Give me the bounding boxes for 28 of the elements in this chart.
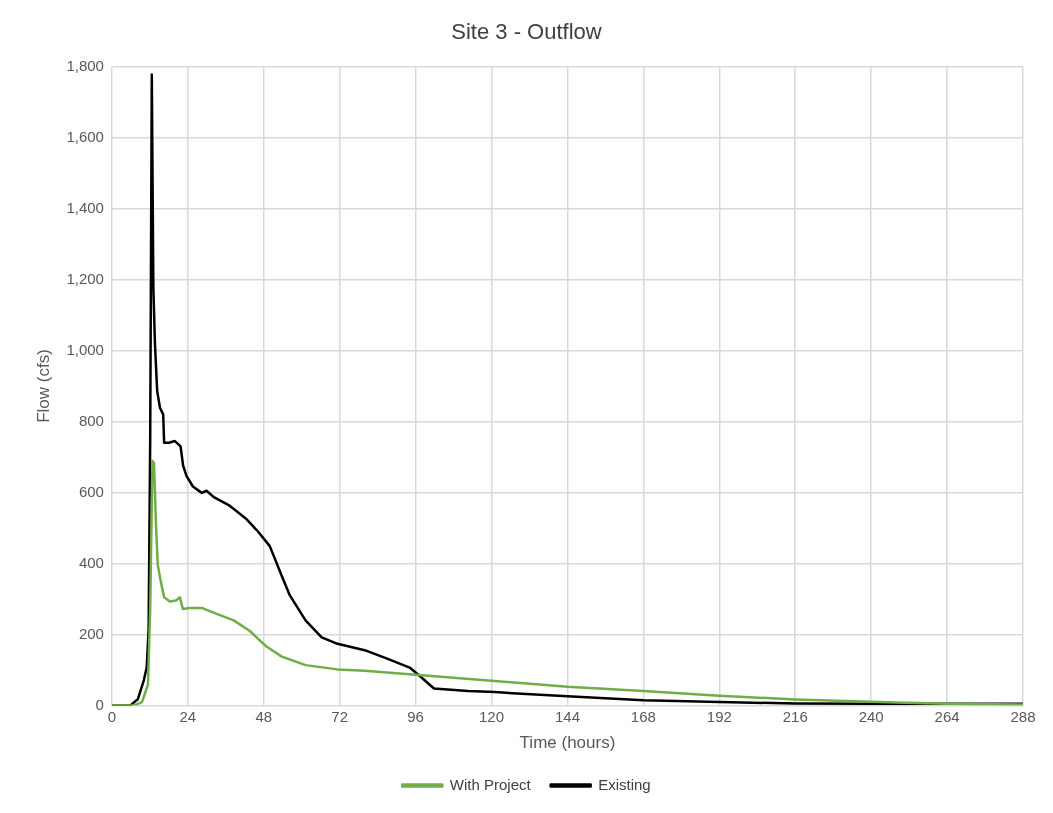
- x-tick-label: 120: [479, 707, 505, 725]
- x-tick-label: 288: [1010, 707, 1036, 725]
- y-tick-label: 400: [78, 553, 104, 571]
- x-tick-label: 216: [782, 707, 808, 725]
- y-tick-label: 1,000: [66, 340, 104, 358]
- x-tick-label: 192: [706, 707, 732, 725]
- x-tick-label: 24: [179, 707, 197, 725]
- x-tick-label: 144: [554, 707, 580, 725]
- x-tick-label: 0: [107, 707, 117, 725]
- y-tick-label: 1,200: [66, 269, 104, 287]
- chart-title: Site 3 - Outflow: [451, 19, 602, 45]
- x-tick-label: 264: [934, 707, 960, 725]
- x-tick-label: 168: [630, 707, 656, 725]
- y-axis-title: Flow (cfs): [33, 349, 53, 423]
- y-tick-label: 1,600: [66, 127, 104, 145]
- x-tick-label: 72: [331, 707, 349, 725]
- x-tick-label: 240: [858, 707, 884, 725]
- y-tick-label: 1,800: [66, 56, 104, 74]
- x-tick-label: 96: [407, 707, 424, 725]
- y-tick-label: 0: [95, 695, 104, 713]
- legend-label: With Project: [449, 775, 532, 793]
- legend-label: Existing: [598, 775, 651, 793]
- y-tick-label: 600: [78, 482, 104, 500]
- x-tick-label: 48: [255, 707, 273, 725]
- y-tick-label: 200: [78, 624, 104, 642]
- x-axis-title: Time (hours): [519, 733, 616, 753]
- y-tick-label: 800: [78, 411, 104, 429]
- y-tick-label: 1,400: [66, 198, 104, 216]
